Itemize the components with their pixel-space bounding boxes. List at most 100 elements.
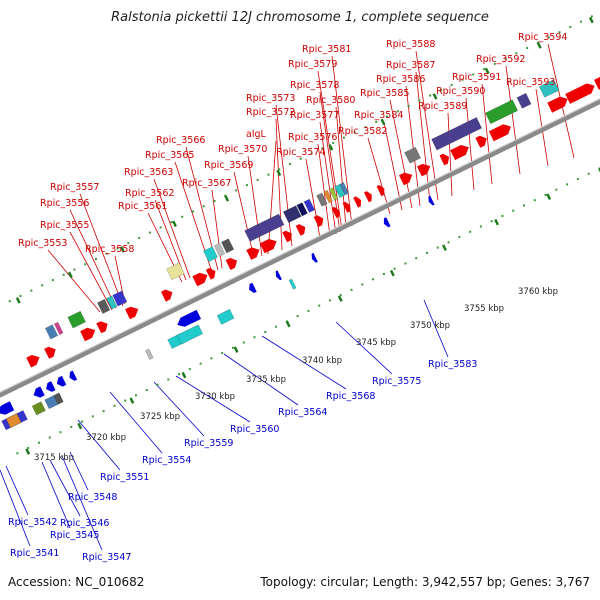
guide-dot <box>404 262 407 265</box>
gene-label-forward: Rpic_3588 <box>386 39 435 50</box>
reverse-gene-box <box>5 413 22 429</box>
gene-label-forward: Rpic_3567 <box>182 178 231 189</box>
guide-dot <box>555 188 558 191</box>
forward-cds-arrow <box>399 172 413 186</box>
guide-dot <box>148 231 151 234</box>
leader-line <box>275 104 293 247</box>
leader-line <box>319 121 337 235</box>
forward-cds-arrow <box>547 96 568 113</box>
guide-dot <box>483 68 486 71</box>
guide-dot <box>51 279 54 282</box>
leader-line <box>317 143 331 237</box>
guide-dot <box>105 252 108 255</box>
forward-gene-box <box>221 238 235 254</box>
reverse-cds-arrow <box>249 282 257 293</box>
gene-label-forward: Rpic_3593 <box>506 77 555 88</box>
gene-label-forward: Rpic_3572 <box>246 107 295 118</box>
gene-label-reverse: Rpic_3545 <box>50 530 99 541</box>
guide-dot <box>253 336 256 339</box>
leader-line <box>49 459 81 517</box>
guide-dot <box>318 304 321 307</box>
guide-dot <box>439 89 442 92</box>
reverse-cds-arrow <box>56 375 67 387</box>
guide-tick <box>233 346 239 353</box>
gene-label-forward: Rpic_3592 <box>476 54 525 65</box>
forward-cds-arrow <box>313 215 324 227</box>
gene-label-forward: Rpic_3573 <box>246 93 295 104</box>
guide-dot <box>372 278 375 281</box>
forward-cds-arrow <box>376 185 385 197</box>
guide-tick <box>181 371 187 379</box>
reverse-cds-arrow <box>69 370 78 381</box>
leader-line <box>247 155 263 257</box>
guide-dot <box>62 273 65 276</box>
guide-dot <box>590 15 593 18</box>
guide-dot <box>84 263 87 266</box>
gene-label-forward: Rpic_3565 <box>145 150 194 161</box>
forward-cds-arrow <box>417 163 431 177</box>
guide-dot <box>350 288 353 291</box>
forward-gene-box <box>166 262 185 281</box>
guide-dot <box>159 226 162 229</box>
guide-dot <box>167 378 170 381</box>
guide-dot <box>102 410 105 413</box>
topology-text: Topology: circular; Length: 3,942,557 bp… <box>260 575 590 589</box>
kbp-label: 3755 kbp <box>464 304 504 314</box>
gene-labels: Rpic_3553 Rpic_3555 Rpic_3556 Rpic_3557 Rpic… <box>8 32 567 563</box>
guide-dot <box>566 183 569 186</box>
reverse-gene-box <box>176 324 204 345</box>
forward-gene-box <box>484 99 519 125</box>
guide-tick <box>67 271 73 279</box>
guide-tick <box>15 297 21 304</box>
guide-dot <box>181 215 184 218</box>
forward-cds-arrow <box>353 196 361 208</box>
guide-dot <box>178 373 181 376</box>
guide-tick <box>494 218 500 226</box>
kbp-label: 3725 kbp <box>140 412 180 422</box>
forward-cds-arrow <box>342 201 351 213</box>
gene-label-forward: Rpic_3555 <box>40 220 89 231</box>
reverse-gene-box <box>288 278 297 290</box>
gene-label-forward: Rpic_3569 <box>204 160 253 171</box>
leader-line <box>465 97 475 191</box>
gene-label-forward: Rpic_3558 <box>85 244 134 255</box>
sequence-track <box>0 15 600 455</box>
gene-label-reverse: Rpic_3548 <box>68 492 117 503</box>
gene-label-forward: Rpic_3591 <box>452 72 501 83</box>
gene-label-forward: Rpic_3553 <box>18 238 67 249</box>
guide-dot <box>472 73 475 76</box>
forward-gene-box <box>96 298 111 315</box>
forward-cds-arrow <box>44 346 56 359</box>
gene-label-reverse: Rpic_3559 <box>184 438 233 449</box>
gene-label-reverse: Rpic_3541 <box>10 548 59 559</box>
gene-label-forward: Rpic_3582 <box>338 126 387 137</box>
gene-label-forward: Rpic_3566 <box>156 135 205 146</box>
forward-cds-arrow <box>259 239 277 254</box>
gene-label-forward: Rpic_3581 <box>302 44 351 55</box>
forward-gene-box <box>244 213 285 242</box>
leader-line <box>389 99 413 209</box>
gene-label-reverse: Rpic_3583 <box>428 359 477 370</box>
reverse-cds-arrow <box>428 195 435 206</box>
guide-dot <box>479 225 482 228</box>
guide-dot <box>202 205 205 208</box>
leader-line <box>175 375 251 423</box>
guide-dot <box>145 389 148 392</box>
forward-gene-box <box>53 321 64 336</box>
guide-dot <box>415 257 418 260</box>
forward-gene-box <box>516 92 532 109</box>
guide-dot <box>493 62 496 65</box>
guide-dot <box>19 294 22 297</box>
gene-label-forward: Rpic_3577 <box>290 110 339 121</box>
guide-dot <box>199 362 202 365</box>
forward-cds-arrow <box>565 83 595 104</box>
guide-dot <box>81 420 84 423</box>
forward-cds-arrow <box>364 191 372 203</box>
guide-dot <box>275 325 278 328</box>
guide-tick <box>77 422 83 430</box>
guide-dot <box>587 172 590 175</box>
map-title: Ralstonia pickettii 12J chromosome 1, co… <box>111 10 489 25</box>
forward-gene-box <box>105 295 118 310</box>
forward-cds-arrow <box>594 76 600 90</box>
guide-dot <box>544 193 547 196</box>
